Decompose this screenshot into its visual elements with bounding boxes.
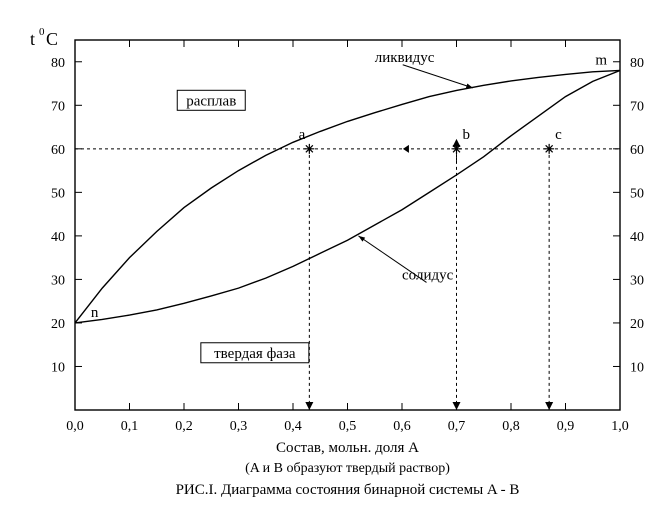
- ytick-label-right: 50: [630, 186, 644, 201]
- point-label-a: a: [299, 127, 306, 143]
- xtick-label: 0,9: [557, 419, 575, 434]
- ytick-label-left: 50: [51, 186, 65, 201]
- ytick-label-right: 20: [630, 317, 644, 332]
- ytick-label-right: 60: [630, 143, 644, 158]
- xtick-label: 0,2: [175, 419, 193, 434]
- ytick-label-left: 70: [51, 99, 65, 114]
- region-label-melt: расплав: [186, 93, 236, 109]
- ytick-label-left: 40: [51, 230, 65, 245]
- point-label-n: n: [91, 305, 99, 321]
- xtick-label: 1,0: [611, 419, 629, 434]
- figure-caption: РИС.I. Диаграмма состояния бинарной сист…: [176, 482, 520, 498]
- ytick-label-left: 60: [51, 143, 65, 158]
- xtick-label: 0,4: [284, 419, 302, 434]
- x-axis-label: Состав, мольн. доля А: [276, 440, 419, 456]
- point-label-c: c: [555, 127, 562, 143]
- solidus-annot-label: солидус: [402, 267, 454, 283]
- marker-b: [452, 144, 462, 154]
- marker-c: [544, 144, 554, 154]
- point-label-m: m: [595, 52, 607, 68]
- y-axis-label-t: t: [30, 29, 35, 49]
- y-axis-label-C: C: [46, 29, 58, 49]
- region-label-solid: твердая фаза: [214, 346, 296, 362]
- xtick-label: 0,3: [230, 419, 248, 434]
- y-axis-label-sup: 0: [39, 26, 45, 38]
- ytick-label-right: 10: [630, 360, 644, 375]
- ytick-label-left: 30: [51, 273, 65, 288]
- liquidus-annot-label: ликвидус: [375, 50, 435, 66]
- ytick-label-right: 30: [630, 273, 644, 288]
- ytick-label-left: 20: [51, 317, 65, 332]
- point-label-b: b: [463, 127, 471, 143]
- xtick-label: 0,5: [339, 419, 357, 434]
- marker-a: [304, 144, 314, 154]
- xtick-label: 0,8: [502, 419, 520, 434]
- xtick-label: 0,7: [448, 419, 466, 434]
- x-axis-sublabel: (A и B образуют твердый раствор): [245, 461, 450, 476]
- ytick-label-right: 40: [630, 230, 644, 245]
- ytick-label-right: 70: [630, 99, 644, 114]
- phase-diagram-chart: 0,0 0,1 0,2 0,3 0,4 0,5 0,6 0,7 0,8 0,9 1,0 10 10 20 2…: [0, 0, 665, 524]
- xtick-label: 0,1: [121, 419, 139, 434]
- xtick-label: 0,0: [66, 419, 84, 434]
- ytick-label-left: 80: [51, 56, 65, 71]
- ytick-label-left: 10: [51, 360, 65, 375]
- ytick-label-right: 80: [630, 56, 644, 71]
- xtick-label: 0,6: [393, 419, 411, 434]
